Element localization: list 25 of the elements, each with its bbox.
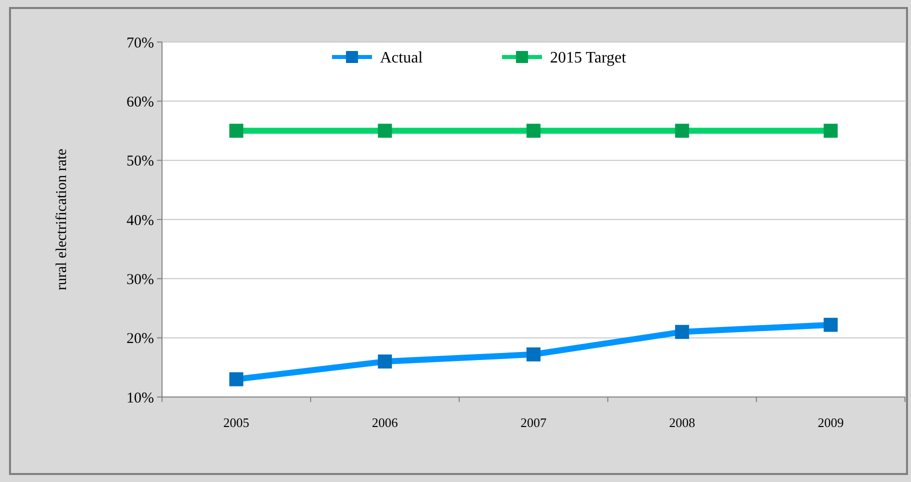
y-tick-label: 30% <box>126 272 154 288</box>
point <box>526 124 540 138</box>
y-tick-label: 20% <box>126 331 154 348</box>
point <box>824 318 838 332</box>
y-axis-title: rural electrification rate <box>54 148 70 290</box>
x-tick-label: 2009 <box>818 415 844 430</box>
x-tick-label: 2007 <box>520 415 547 430</box>
y-tick-label: 70% <box>126 35 154 52</box>
y-tick-label: 50% <box>126 154 154 170</box>
point <box>675 324 690 339</box>
point <box>675 124 690 138</box>
x-tick-label: 2005 <box>223 415 250 430</box>
legend-label: 2015 Target <box>550 50 627 67</box>
point <box>378 124 392 138</box>
point <box>526 347 540 362</box>
point <box>378 354 392 368</box>
point <box>824 124 838 138</box>
x-tick-label: 2006 <box>372 415 398 430</box>
y-tick-label: 60% <box>126 94 154 110</box>
point <box>229 372 244 386</box>
legend-label: Actual <box>380 50 424 67</box>
y-tick-label: 40% <box>126 212 154 229</box>
point <box>229 124 244 138</box>
x-tick-label: 2008 <box>669 415 696 430</box>
y-tick-label: 10% <box>126 390 154 406</box>
